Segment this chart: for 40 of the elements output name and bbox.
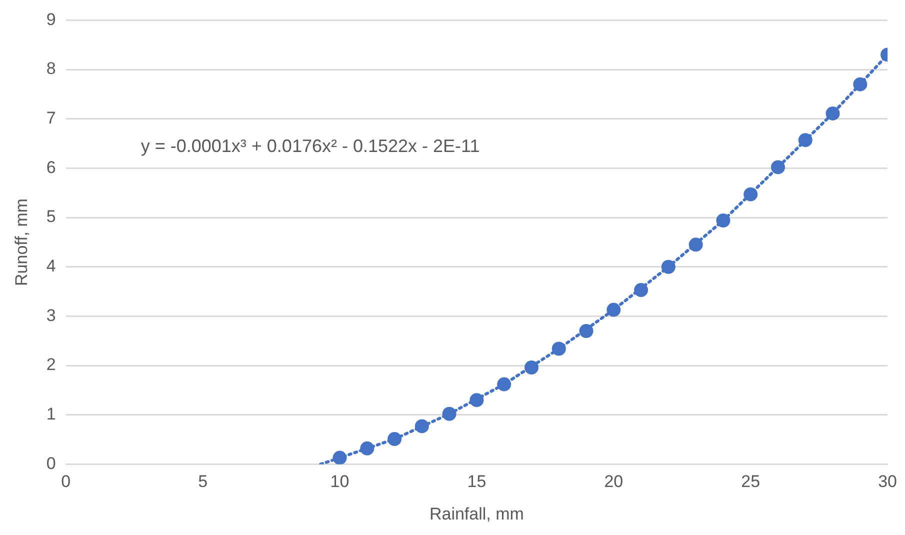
y-axis-title: Runoff, mm — [12, 198, 31, 286]
x-axis-title: Rainfall, mm — [429, 504, 524, 524]
y-tick-label: 3 — [46, 306, 56, 325]
point — [360, 441, 374, 456]
annotation: y = -0.0001x³ + 0.0176x² - 0.1522x - 2E-11 — [140, 136, 480, 156]
x-tick-label: 5 — [198, 472, 208, 492]
point — [388, 432, 402, 446]
x-tick-label: 10 — [330, 472, 350, 492]
y-tick-label: 2 — [46, 355, 56, 374]
point — [470, 393, 484, 408]
point — [524, 360, 538, 375]
point — [688, 238, 703, 252]
point — [853, 77, 868, 92]
x-tick-label: 25 — [741, 472, 760, 492]
y-tick-label: 5 — [46, 207, 56, 226]
point — [552, 342, 566, 356]
x-tick-label: 15 — [467, 472, 486, 492]
point — [414, 419, 429, 434]
y-tick-label: 4 — [46, 256, 56, 276]
x-tick-label: 0 — [61, 472, 71, 492]
point — [332, 450, 347, 464]
point — [661, 260, 676, 274]
point — [744, 187, 758, 202]
point — [579, 324, 594, 338]
point — [442, 406, 456, 421]
x-tick-label: 30 — [878, 472, 898, 492]
y-tick-label: 6 — [46, 158, 56, 177]
x-tick-label: 20 — [604, 472, 624, 492]
point — [634, 283, 648, 298]
point — [497, 377, 512, 392]
point — [716, 213, 730, 228]
point — [826, 106, 840, 120]
y-tick-label: 0 — [46, 454, 56, 473]
point — [798, 133, 812, 148]
point — [606, 302, 621, 317]
point — [770, 160, 785, 174]
y-tick-label: 8 — [46, 59, 56, 78]
y-tick-label: 7 — [46, 108, 56, 128]
y-tick-label: 1 — [46, 404, 56, 424]
y-tick-label: 9 — [46, 10, 56, 29]
